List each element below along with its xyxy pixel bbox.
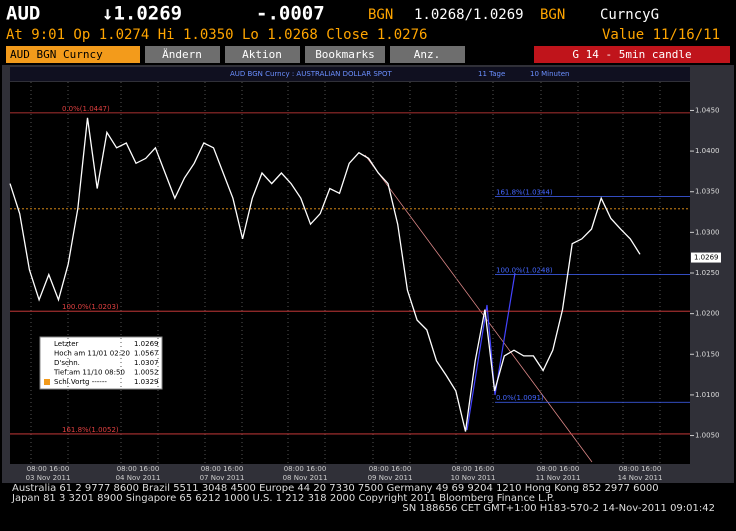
x-hours: 08:00 16:00 xyxy=(619,465,662,473)
ticker: AUD xyxy=(6,3,40,25)
change: -.0007 xyxy=(256,3,325,25)
price-line xyxy=(9,117,641,432)
y-tick-label: 1.0100 xyxy=(695,391,720,399)
y-tick-label: 1.0450 xyxy=(695,106,720,114)
fib-label: 0.0%(1.0091) xyxy=(496,394,544,402)
button-label: Aktion xyxy=(242,48,282,61)
legend xyxy=(39,336,163,390)
button-label: Anz. xyxy=(414,48,441,61)
fib-line xyxy=(466,272,516,431)
last-price-box xyxy=(691,252,721,263)
y-tick-label: 1.0050 xyxy=(695,432,720,440)
legend-value: 1.0567 xyxy=(134,350,159,358)
chart-title: AUD BGN Curncy : AUSTRALIAN DOLLAR SPOT xyxy=(230,70,393,78)
legend-value: 1.0307 xyxy=(134,359,159,367)
fib-label: 161.8%(1.0344) xyxy=(496,189,553,197)
y-tick-label: 1.0150 xyxy=(695,350,720,358)
button-label: Ändern xyxy=(162,48,202,61)
button[interactable] xyxy=(305,46,385,63)
plot xyxy=(10,82,690,464)
key: CurncyG xyxy=(600,7,659,23)
legend-swatch xyxy=(44,379,50,385)
legend-name: Letzter xyxy=(54,340,79,348)
x-hours: 08:00 16:00 xyxy=(369,465,412,473)
button[interactable] xyxy=(390,46,465,63)
x-hours: 08:00 16:00 xyxy=(27,465,70,473)
legend-name: Schl.Vortg ------ xyxy=(54,378,107,386)
source: BGN xyxy=(368,7,393,23)
last: ↓1.0269 xyxy=(102,3,182,25)
y-tick-label: 1.0350 xyxy=(695,188,720,196)
y-tick-label: 1.0300 xyxy=(695,228,720,236)
security: AUD BGN Curncy xyxy=(10,48,103,61)
x-date: 10 Nov 2011 xyxy=(451,474,496,482)
button-label: Bookmarks xyxy=(315,48,375,61)
x-date: 09 Nov 2011 xyxy=(368,474,413,482)
legend-value: 1.0052 xyxy=(134,369,159,377)
footer-line: SN 188656 CET GMT+1:00 H183-570-2 14-Nov… xyxy=(402,503,715,514)
footer-line: Japan 81 3 3201 8900 Singapore 65 6212 1… xyxy=(11,493,555,504)
legend-name: Tief am 11/10 08:50 xyxy=(53,369,125,377)
x-date: 14 Nov 2011 xyxy=(618,474,663,482)
x-hours: 08:00 16:00 xyxy=(537,465,580,473)
x-hours: 08:00 16:00 xyxy=(201,465,244,473)
x-date: 11 Nov 2011 xyxy=(536,474,581,482)
security-box[interactable] xyxy=(6,46,140,63)
fib-label: 161.8%(1.0052) xyxy=(62,426,119,434)
legend-value: 1.0269 xyxy=(134,340,159,348)
legend-name: Hoch am 11/01 02:20 xyxy=(54,350,130,358)
period: 11 Tage xyxy=(478,70,505,78)
chart-header xyxy=(10,67,690,81)
footer-line: Australia 61 2 9777 8600 Brazil 5511 304… xyxy=(12,483,659,494)
fib-label: 100.0%(1.0248) xyxy=(496,267,553,275)
last-price: 1.0269 xyxy=(694,254,719,262)
function: G 14 - 5min candle xyxy=(572,48,691,61)
y-tick-label: 1.0400 xyxy=(695,147,720,155)
trend-line xyxy=(364,154,593,463)
fib-label: 100.0%(1.0203) xyxy=(62,303,119,311)
legend-name: D'schn. xyxy=(54,359,80,367)
button[interactable] xyxy=(145,46,220,63)
value-date: Value 11/16/11 xyxy=(602,27,720,43)
quote-line: At 9:01 Op 1.0274 Hi 1.0350 Lo 1.0268 Cl… xyxy=(6,27,427,43)
button[interactable] xyxy=(225,46,300,63)
function-box xyxy=(534,46,730,63)
x-date: 08 Nov 2011 xyxy=(283,474,328,482)
y-tick-label: 1.0200 xyxy=(695,310,720,318)
x-date: 04 Nov 2011 xyxy=(116,474,161,482)
source: BGN xyxy=(540,7,565,23)
interval: 10 Minuten xyxy=(530,70,569,78)
x-hours: 08:00 16:00 xyxy=(117,465,160,473)
y-tick-label: 1.0250 xyxy=(695,269,720,277)
x-hours: 08:00 16:00 xyxy=(452,465,495,473)
legend-value: 1.0329 xyxy=(134,378,159,386)
x-hours: 08:00 16:00 xyxy=(284,465,327,473)
fib-label: 0.0%(1.0447) xyxy=(62,105,110,113)
x-date: 03 Nov 2011 xyxy=(26,474,71,482)
x-date: 07 Nov 2011 xyxy=(200,474,245,482)
bid-ask: 1.0268/1.0269 xyxy=(414,7,524,23)
